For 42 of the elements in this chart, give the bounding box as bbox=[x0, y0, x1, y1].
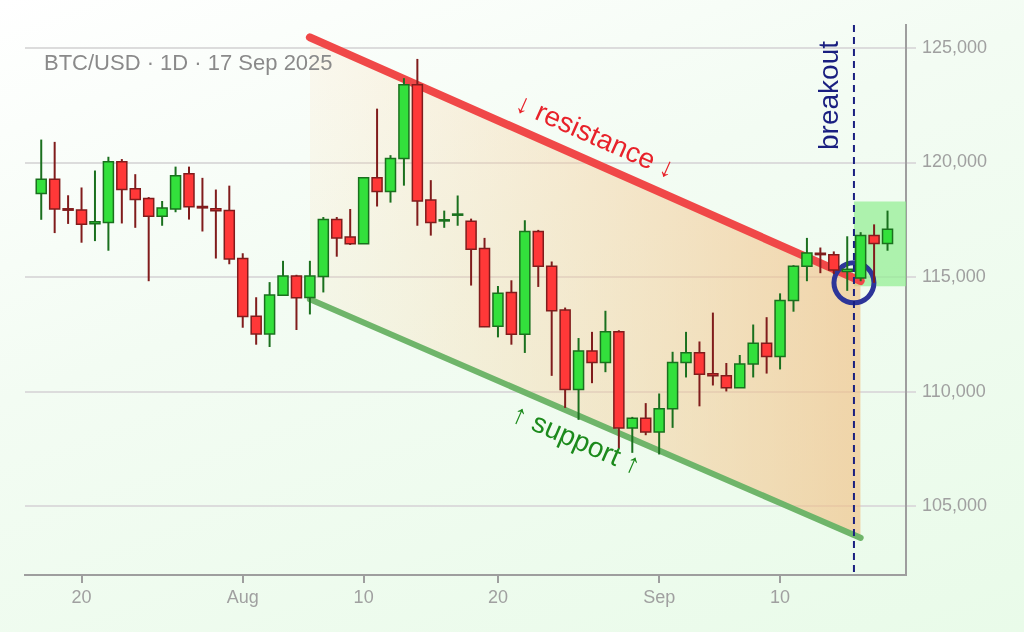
text: BTC/USD · 1D · 17 Sep 2025 bbox=[44, 50, 333, 76]
candlestick bbox=[881, 209, 894, 252]
candlestick bbox=[277, 259, 289, 297]
candlestick bbox=[868, 223, 880, 284]
candlestick bbox=[35, 138, 47, 221]
candlestick bbox=[653, 392, 665, 456]
candlestick bbox=[720, 362, 733, 393]
candlestick bbox=[693, 340, 706, 408]
candlestick bbox=[250, 296, 262, 346]
candlestick bbox=[75, 186, 88, 244]
x-tick-label: 20 bbox=[71, 586, 92, 607]
candlestick bbox=[425, 179, 437, 237]
candlestick bbox=[62, 194, 74, 225]
candlestick bbox=[639, 402, 652, 437]
y-tick-label: 110,000 bbox=[922, 380, 986, 401]
candlestick bbox=[451, 194, 464, 227]
x-tick-label: Aug bbox=[226, 586, 259, 607]
candlestick bbox=[304, 259, 316, 316]
candlestick bbox=[129, 173, 142, 229]
candlestick bbox=[828, 250, 840, 276]
candlestick bbox=[196, 176, 209, 233]
candlestick bbox=[290, 273, 303, 332]
candlestick bbox=[89, 169, 101, 243]
x-tick-label: 20 bbox=[487, 586, 508, 607]
candlestick bbox=[142, 196, 155, 283]
candlestick bbox=[371, 107, 383, 208]
x-tick-label: Sep bbox=[643, 586, 676, 607]
y-tick-label: 120,000 bbox=[922, 151, 988, 172]
x-tick-label: 10 bbox=[353, 586, 374, 607]
x-tick-label: 10 bbox=[770, 586, 791, 607]
candlestick bbox=[801, 236, 813, 283]
y-tick-label: 105,000 bbox=[922, 495, 988, 516]
y-tick-label: 125,000 bbox=[922, 36, 988, 57]
candlestick bbox=[707, 311, 719, 387]
candlestick bbox=[586, 330, 598, 385]
candlestick bbox=[156, 200, 168, 227]
candlestick bbox=[680, 330, 692, 379]
candlestick bbox=[626, 415, 639, 454]
candlestick bbox=[210, 188, 222, 260]
candlestick bbox=[760, 316, 773, 375]
ref-line-label: breakout bbox=[812, 40, 844, 150]
y-tick-label: 115,000 bbox=[922, 266, 986, 287]
